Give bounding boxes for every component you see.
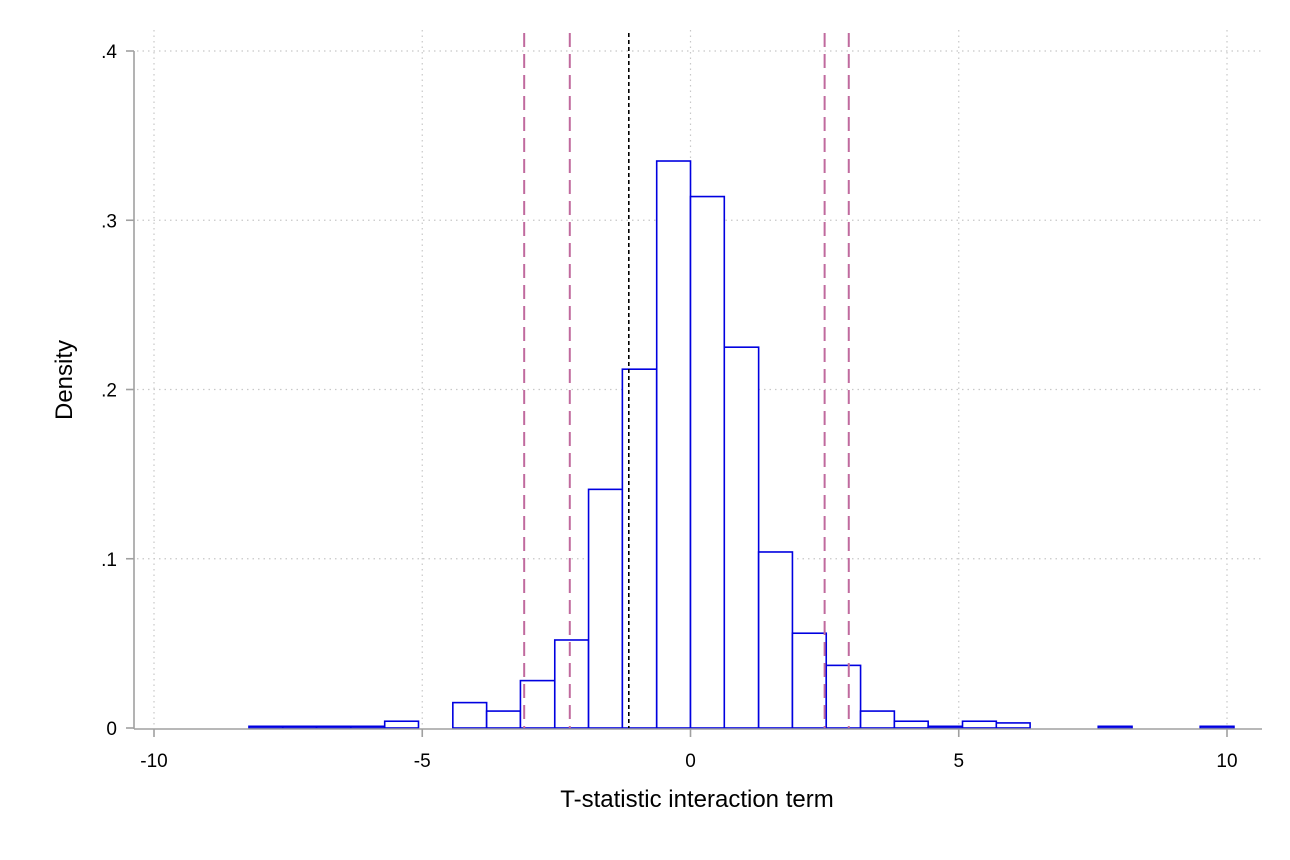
x-tick-label: -10 — [140, 751, 167, 772]
y-tick-label: .3 — [101, 211, 117, 232]
histogram-bar — [519, 679, 556, 729]
histogram-bar — [1097, 725, 1133, 729]
histogram-bar — [825, 664, 862, 729]
histogram-bar — [655, 160, 692, 729]
histogram-bar — [723, 346, 760, 729]
histogram-bar — [452, 701, 488, 729]
histogram-bar — [859, 710, 896, 729]
histogram-bar — [621, 368, 658, 729]
y-tick-label: .4 — [101, 42, 117, 63]
histogram-bar — [961, 720, 998, 729]
histogram-bar — [893, 720, 929, 729]
histogram-bar — [757, 551, 794, 729]
histogram-bar — [995, 722, 1031, 729]
tick-labels: 0 .1 .2 .3 .4 -10 -5 0 5 10 — [101, 42, 1237, 772]
y-tick-label: 0 — [106, 719, 117, 740]
histogram-bar — [281, 725, 318, 729]
histogram-bar — [791, 632, 828, 729]
x-tick-label: 10 — [1216, 751, 1237, 772]
x-tick-label: -5 — [414, 751, 431, 772]
histogram-bar — [927, 725, 964, 729]
histogram-bar — [350, 725, 386, 729]
y-axis-title: Density — [51, 340, 78, 420]
y-tick-label: .2 — [101, 381, 117, 402]
x-tick-label: 0 — [685, 751, 696, 772]
axes — [126, 50, 1262, 737]
histogram-bar — [553, 639, 590, 729]
histogram-bar — [689, 195, 726, 729]
histogram-bars — [248, 160, 1235, 729]
reference-lines — [523, 33, 850, 728]
histogram-bar — [383, 720, 420, 729]
histogram-bar — [248, 725, 284, 729]
x-axis-title: T-statistic interaction term — [560, 786, 833, 813]
histogram-bar — [587, 488, 624, 729]
histogram-bar — [315, 725, 352, 729]
y-tick-label: .1 — [101, 550, 117, 571]
histogram-bar — [1199, 725, 1235, 729]
histogram-bar — [485, 710, 522, 729]
x-tick-label: 5 — [953, 751, 964, 772]
